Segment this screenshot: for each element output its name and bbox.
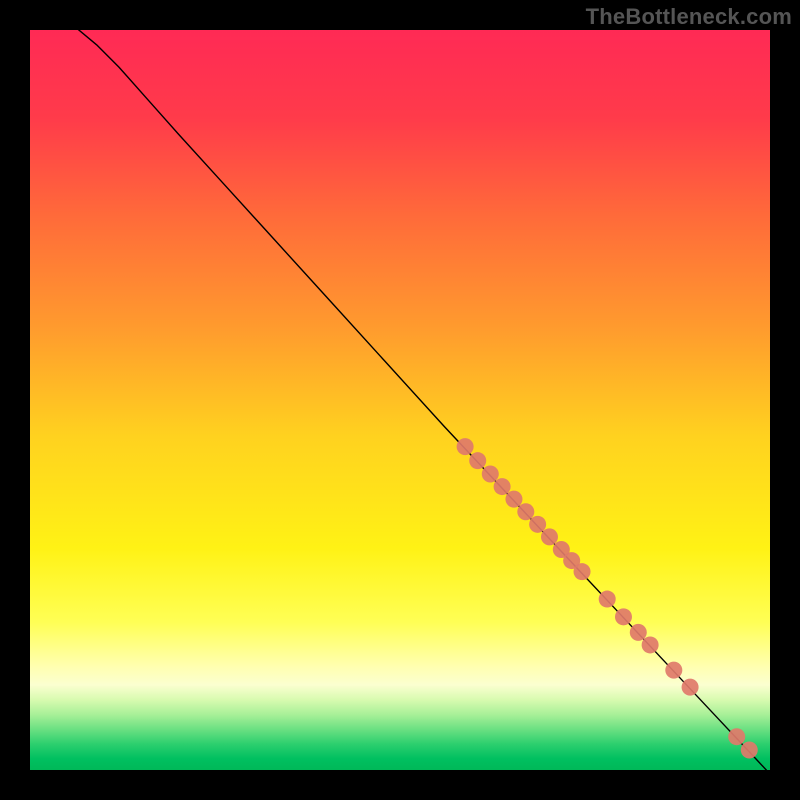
data-marker: [541, 528, 558, 545]
data-marker: [728, 728, 745, 745]
chart-svg: [0, 0, 800, 800]
data-marker: [741, 742, 758, 759]
attribution-text: TheBottleneck.com: [586, 4, 792, 30]
data-marker: [494, 478, 511, 495]
data-marker: [599, 591, 616, 608]
data-marker: [505, 491, 522, 508]
data-marker: [457, 438, 474, 455]
data-marker: [615, 608, 632, 625]
chart-frame: TheBottleneck.com: [0, 0, 800, 800]
plot-background: [30, 30, 770, 770]
data-marker: [642, 636, 659, 653]
data-marker: [469, 452, 486, 469]
data-marker: [682, 679, 699, 696]
data-marker: [517, 503, 534, 520]
data-marker: [665, 662, 682, 679]
data-marker: [574, 563, 591, 580]
data-marker: [630, 624, 647, 641]
data-marker: [482, 466, 499, 483]
data-marker: [529, 516, 546, 533]
